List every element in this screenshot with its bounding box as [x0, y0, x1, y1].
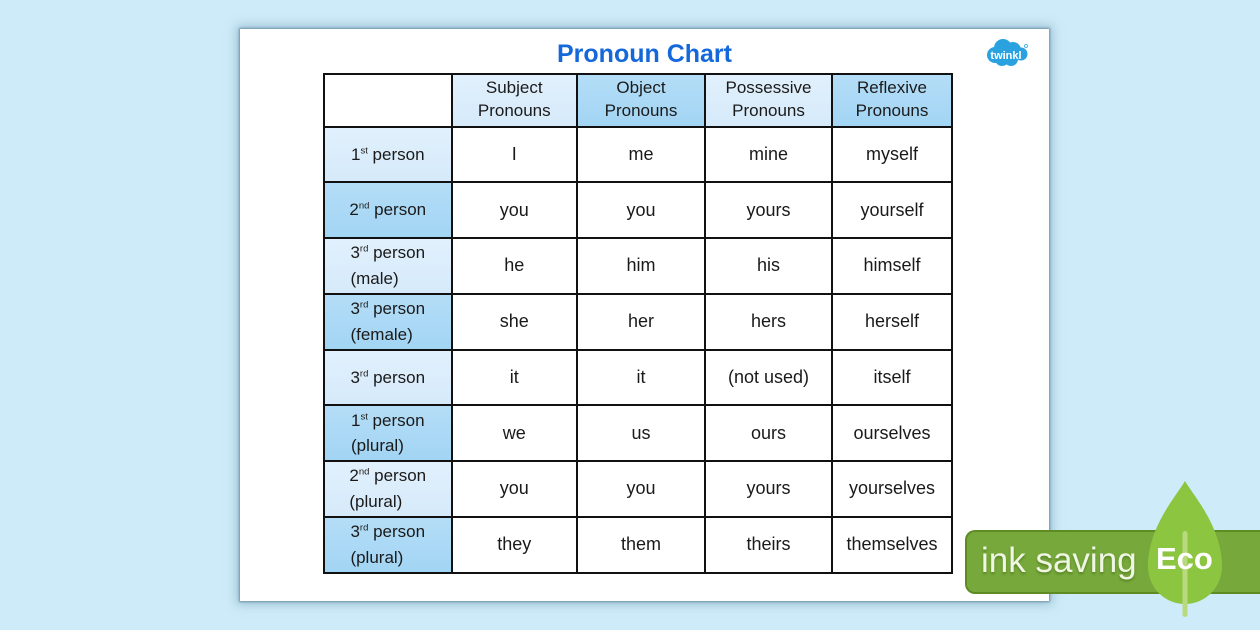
svg-text:twinkl: twinkl [990, 50, 1021, 62]
